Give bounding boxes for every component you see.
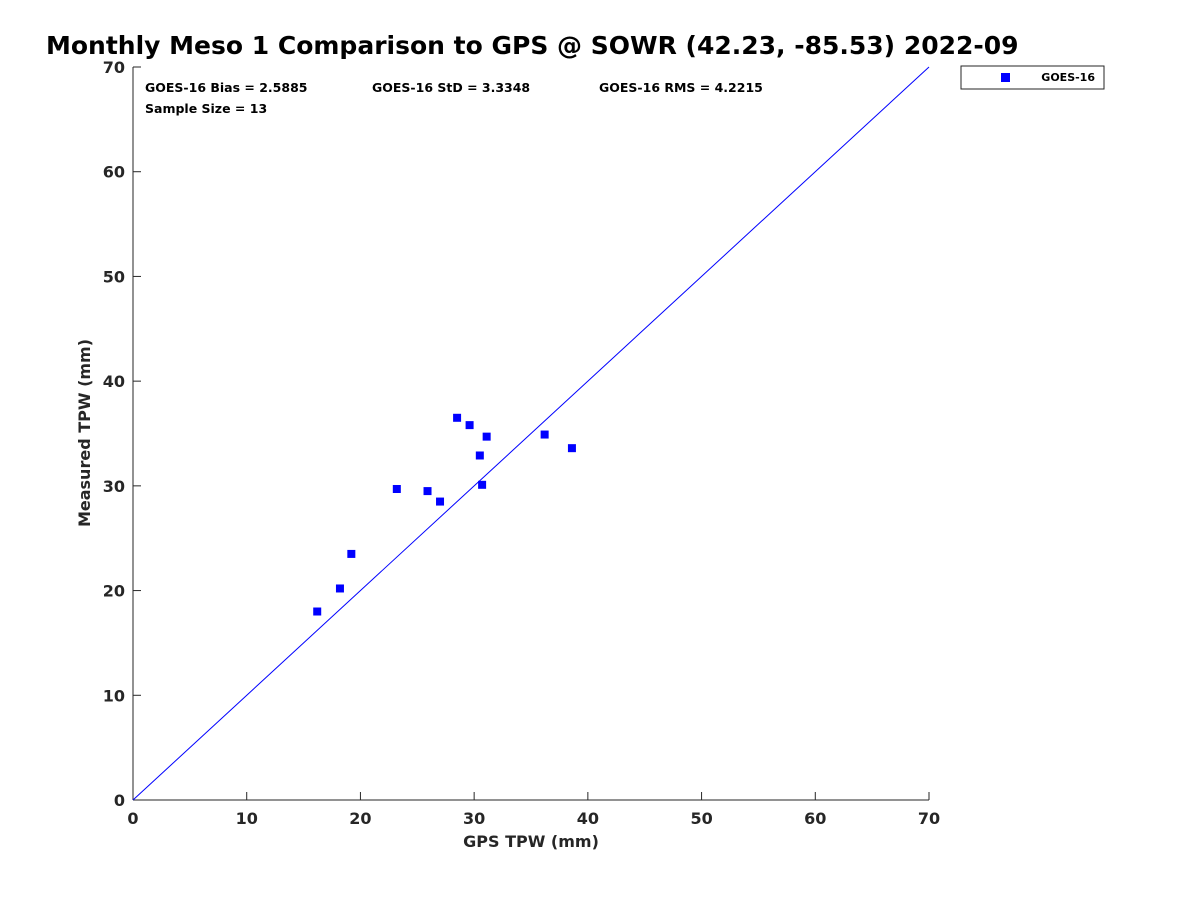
data-point — [347, 549, 356, 558]
data-point — [540, 430, 549, 439]
y-tick-label: 30 — [103, 477, 125, 496]
y-tick-label: 50 — [103, 267, 125, 286]
data-point — [482, 432, 491, 441]
bias-annotation: GOES-16 Bias = 2.5885 — [145, 80, 307, 95]
data-points — [313, 413, 576, 616]
sample-size-annotation: Sample Size = 13 — [145, 101, 267, 116]
y-tick-label: 10 — [103, 686, 125, 705]
y-tick-label: 40 — [103, 372, 125, 391]
data-point — [567, 444, 576, 453]
std-annotation: GOES-16 StD = 3.3348 — [372, 80, 530, 95]
y-tick-label: 20 — [103, 582, 125, 601]
legend-marker — [1001, 73, 1010, 82]
y-axis-ticks: 0 10 20 30 40 50 60 70 — [103, 58, 141, 810]
data-point — [465, 421, 474, 430]
x-tick-label: 30 — [463, 809, 485, 828]
legend: GOES-16 — [960, 65, 1105, 90]
chart-title: Monthly Meso 1 Comparison to GPS @ SOWR … — [46, 31, 1019, 60]
x-tick-label: 0 — [127, 809, 138, 828]
legend-box — [960, 65, 1105, 90]
data-point — [423, 487, 432, 496]
data-point — [436, 497, 445, 506]
x-tick-label: 70 — [918, 809, 940, 828]
y-axis-label: Measured TPW (mm) — [75, 339, 94, 527]
y-tick-label: 0 — [114, 791, 125, 810]
y-tick-label: 60 — [103, 163, 125, 182]
x-tick-label: 60 — [804, 809, 826, 828]
data-point — [453, 413, 462, 422]
data-point — [475, 451, 484, 460]
data-point — [335, 584, 344, 593]
one-to-one-line-group — [132, 66, 930, 801]
one-to-one-line — [132, 66, 930, 801]
y-tick-label: 70 — [103, 58, 125, 77]
data-point — [313, 607, 322, 616]
x-tick-label: 10 — [236, 809, 258, 828]
x-tick-label: 50 — [690, 809, 712, 828]
rms-annotation: GOES-16 RMS = 4.2215 — [599, 80, 763, 95]
plot-axes — [132, 67, 929, 801]
data-point — [478, 480, 487, 489]
x-axis-label: GPS TPW (mm) — [463, 832, 599, 851]
x-axis-ticks: 0 10 20 30 40 50 60 70 — [127, 792, 940, 828]
legend-label: GOES-16 — [1041, 71, 1095, 84]
data-point — [392, 484, 401, 493]
x-tick-label: 40 — [577, 809, 599, 828]
x-tick-label: 20 — [349, 809, 371, 828]
